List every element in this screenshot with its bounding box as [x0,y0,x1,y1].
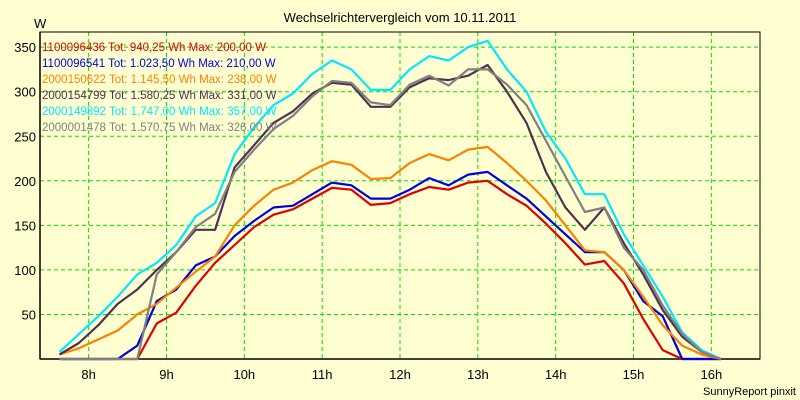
y-tick-label: 50 [22,307,36,322]
x-tick-label: 11h [312,367,333,382]
y-tick-label: 150 [14,218,36,233]
x-tick-label: 9h [159,367,173,382]
x-tick-label: 12h [389,367,411,382]
legend-entry-1100096436: 1100096436 Tot: 940,25 Wh Max: 200,00 W [42,42,266,54]
series-line-2000149892 [58,39,722,361]
x-tick-label: 13h [467,367,489,382]
y-tick-label: 350 [14,40,36,55]
y-tick-label: 100 [14,263,36,278]
series-line-1100096541 [59,170,722,361]
legend-entry-1100096541: 1100096541 Tot: 1.023,50 Wh Max: 210,00 … [42,58,276,70]
chart-title: Wechselrichtervergleich vom 10.11.2011 [283,10,517,25]
x-tick-label: 8h [81,367,95,382]
x-tick-label: 10h [233,367,255,382]
legend-entry-2000149892: 2000149892 Tot: 1.747,00 Wh Max: 357,00 … [42,106,277,118]
y-tick-label: 250 [14,129,36,144]
x-tick-label: 14h [545,367,567,382]
legend-entry-2000001478: 2000001478 Tot: 1.570,75 Wh Max: 326,00 … [42,122,277,134]
x-tick-label: 16h [700,367,722,382]
y-tick-label: 200 [14,174,36,189]
x-tick-label: 15h [623,367,645,382]
y-axis-unit-label: W [34,16,47,31]
footer-credit: SunnyReport pinxit [703,386,796,398]
legend: 1100096436 Tot: 940,25 Wh Max: 200,00 W 1… [42,40,276,136]
legend-entry-2000154799: 2000154799 Tot: 1.580,25 Wh Max: 331,00 … [42,90,277,102]
series-line-1100096436 [59,179,722,361]
y-tick-label: 300 [14,85,36,100]
series-line-2000001478 [59,68,722,361]
legend-entry-2000150622: 2000150622 Tot: 1.145,50 Wh Max: 238,00 … [42,74,277,86]
series-line-2000150622 [59,145,722,361]
